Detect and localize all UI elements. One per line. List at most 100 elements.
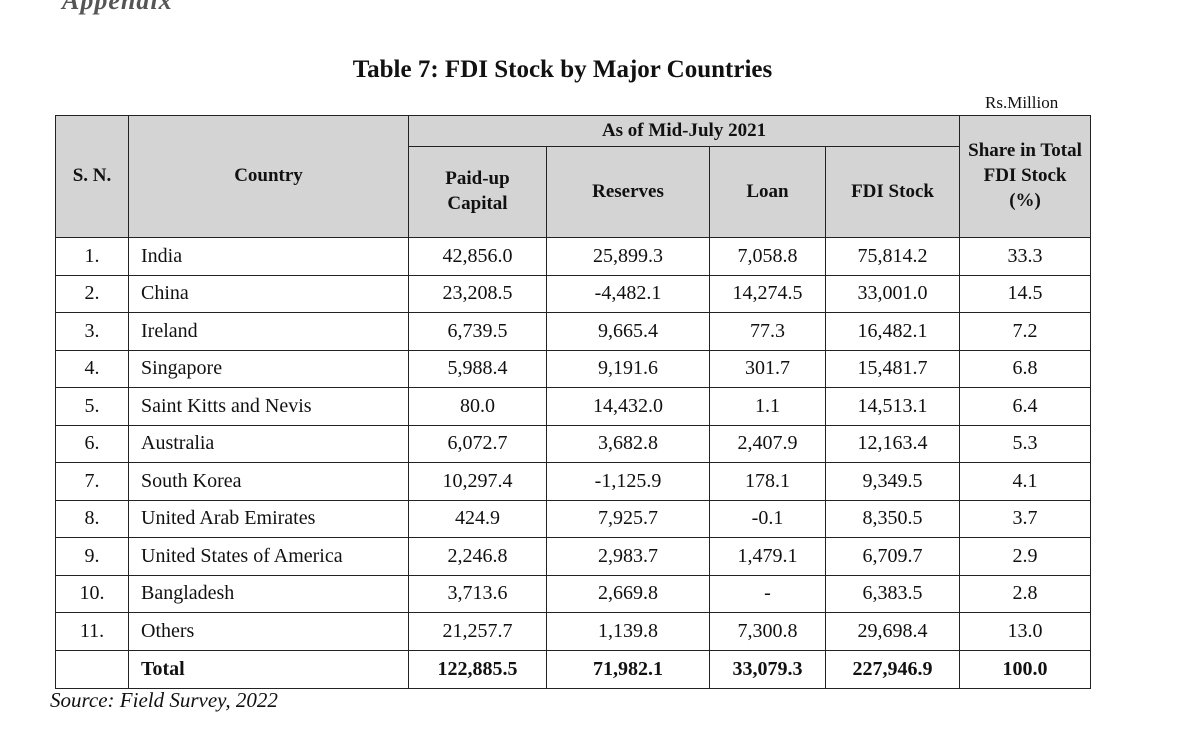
cell-fdi-stock: 8,350.5 bbox=[824, 499, 961, 538]
cell-loan: -0.1 bbox=[709, 499, 826, 538]
cell-paid-up: 80.0 bbox=[408, 387, 547, 426]
table-row: 4. Singapore 5,988.4 9,191.6 301.7 15,481.7 6.… bbox=[55, 349, 1092, 388]
total-row: Total 122,885.5 71,982.1 33,079.3 227,946.9 1… bbox=[55, 649, 1092, 689]
cell-country: Others bbox=[128, 612, 409, 651]
cell-share: 4.1 bbox=[959, 462, 1092, 501]
cell-loan: 7,300.8 bbox=[709, 612, 826, 651]
fdi-stock-table: S. N. Country As of Mid-July 2021 Share … bbox=[55, 115, 1092, 689]
cell-paid-up: 3,713.6 bbox=[408, 574, 547, 613]
cell-country: Australia bbox=[128, 424, 409, 463]
table-row: 10. Bangladesh 3,713.6 2,669.8-6,383.5 2.8 bbox=[55, 574, 1092, 613]
table-row: 11. Others 21,257.7 1,139.8 7,300.8 29,698.4 1… bbox=[55, 612, 1092, 651]
cell-share: 13.0 bbox=[959, 612, 1092, 651]
cell-sn: 10. bbox=[55, 574, 129, 613]
table-title: Table 7: FDI Stock by Major Countries bbox=[352, 56, 773, 83]
cell-country: United Arab Emirates bbox=[128, 499, 409, 538]
cell-reserves: 3,682.8 bbox=[546, 424, 710, 463]
cell-reserves: -4,482.1 bbox=[546, 274, 710, 313]
table-row: 2. China 23,208.5 -4,482.1 14,274.5 33,001.0 1… bbox=[55, 274, 1092, 313]
cell-reserves: 2,983.7 bbox=[546, 537, 710, 576]
cell-sn bbox=[55, 649, 129, 689]
cell-paid-up: 6,072.7 bbox=[408, 424, 547, 463]
cell-reserves: 9,191.6 bbox=[546, 349, 710, 388]
cell-fdi-stock: 227,946.9 bbox=[824, 649, 961, 689]
cell-fdi-stock: 16,482.1 bbox=[824, 312, 961, 351]
cell-sn: 2. bbox=[55, 274, 129, 313]
cell-country: China bbox=[128, 274, 409, 313]
table-row: 9. United States of America 2,246.8 2,983.7… bbox=[55, 537, 1092, 576]
table-row: 7. South Korea 10,297.4 -1,125.9 178.1 9,349.… bbox=[55, 462, 1092, 501]
cell-sn: 11. bbox=[55, 612, 129, 651]
cell-loan: - bbox=[709, 574, 826, 613]
cell-share: 2.8 bbox=[959, 574, 1092, 613]
cell-reserves: 71,982.1 bbox=[546, 649, 710, 689]
cell-loan: 33,079.3 bbox=[709, 649, 826, 689]
cell-fdi-stock: 9,349.5 bbox=[824, 462, 961, 501]
cell-sn: 4. bbox=[55, 349, 129, 388]
cell-reserves: 1,139.8 bbox=[546, 612, 710, 651]
table-row: 8. United Arab Emirates 424.9 7,925.7 -0.1 8,… bbox=[55, 499, 1092, 538]
header-country: Country bbox=[128, 115, 409, 238]
table-row: 6. Australia 6,072.7 3,682.8 2,407.9 12,163.4… bbox=[55, 424, 1092, 463]
cell-loan: 1.1 bbox=[709, 387, 826, 426]
header-fdi-stock: FDI Stock bbox=[824, 146, 961, 238]
cell-country: Bangladesh bbox=[128, 574, 409, 613]
header-sn: S. N. bbox=[55, 115, 129, 238]
cell-share: 3.7 bbox=[959, 499, 1092, 538]
header-share: Share in Total FDI Stock (%) bbox=[959, 115, 1092, 238]
cell-share: 14.5 bbox=[959, 274, 1092, 313]
cell-reserves: 7,925.7 bbox=[546, 499, 710, 538]
header-group: As of Mid-July 2021 bbox=[407, 115, 961, 147]
cell-sn: 8. bbox=[55, 499, 129, 538]
header-paid-up: Paid-up Capital bbox=[408, 146, 547, 238]
cell-sn: 7. bbox=[55, 462, 129, 501]
cell-country: Total bbox=[128, 649, 409, 689]
cell-paid-up: 6,739.5 bbox=[408, 312, 547, 351]
cell-country: Singapore bbox=[128, 349, 409, 388]
cell-country: India bbox=[128, 237, 409, 276]
cell-country: Ireland bbox=[128, 312, 409, 351]
cell-sn: 6. bbox=[55, 424, 129, 463]
cell-loan: 178.1 bbox=[709, 462, 826, 501]
table-row: 1. India 42,856.0 25,899.3 7,058.8 75,814.2 33… bbox=[55, 237, 1092, 276]
cell-loan: 2,407.9 bbox=[709, 424, 826, 463]
cell-paid-up: 122,885.5 bbox=[408, 649, 547, 689]
cell-fdi-stock: 6,383.5 bbox=[824, 574, 961, 613]
header-loan: Loan bbox=[709, 146, 826, 238]
header-reserves: Reserves bbox=[546, 146, 710, 238]
cell-country: Saint Kitts and Nevis bbox=[128, 387, 409, 426]
cell-share: 33.3 bbox=[959, 237, 1092, 276]
cell-fdi-stock: 29,698.4 bbox=[824, 612, 961, 651]
cell-sn: 9. bbox=[55, 537, 129, 576]
cell-country: South Korea bbox=[128, 462, 409, 501]
cell-reserves: 9,665.4 bbox=[546, 312, 710, 351]
cell-fdi-stock: 15,481.7 bbox=[824, 349, 961, 388]
cell-reserves: 14,432.0 bbox=[546, 387, 710, 426]
table-row: 3. Ireland 6,739.5 9,665.4 77.3 16,482.1 7.2 bbox=[55, 312, 1092, 351]
cell-paid-up: 23,208.5 bbox=[408, 274, 547, 313]
cell-share: 2.9 bbox=[959, 537, 1092, 576]
cell-paid-up: 10,297.4 bbox=[408, 462, 547, 501]
cell-sn: 1. bbox=[55, 237, 129, 276]
cell-fdi-stock: 75,814.2 bbox=[824, 237, 961, 276]
cell-loan: 14,274.5 bbox=[709, 274, 826, 313]
cell-loan: 1,479.1 bbox=[709, 537, 826, 576]
cell-paid-up: 42,856.0 bbox=[408, 237, 547, 276]
cell-paid-up: 424.9 bbox=[408, 499, 547, 538]
cell-fdi-stock: 6,709.7 bbox=[824, 537, 961, 576]
unit-label: Rs.Million bbox=[985, 93, 1059, 112]
cell-paid-up: 2,246.8 bbox=[408, 537, 547, 576]
cell-sn: 5. bbox=[55, 387, 129, 426]
cell-country: United States of America bbox=[128, 537, 409, 576]
cell-reserves: 25,899.3 bbox=[546, 237, 710, 276]
cell-reserves: 2,669.8 bbox=[546, 574, 710, 613]
cell-fdi-stock: 14,513.1 bbox=[824, 387, 961, 426]
cell-loan: 7,058.8 bbox=[709, 237, 826, 276]
cell-paid-up: 5,988.4 bbox=[408, 349, 547, 388]
cell-share: 6.4 bbox=[959, 387, 1092, 426]
cell-fdi-stock: 12,163.4 bbox=[824, 424, 961, 463]
cell-share: 100.0 bbox=[959, 649, 1092, 689]
cell-share: 5.3 bbox=[959, 424, 1092, 463]
cell-fdi-stock: 33,001.0 bbox=[824, 274, 961, 313]
cell-paid-up: 21,257.7 bbox=[408, 612, 547, 651]
